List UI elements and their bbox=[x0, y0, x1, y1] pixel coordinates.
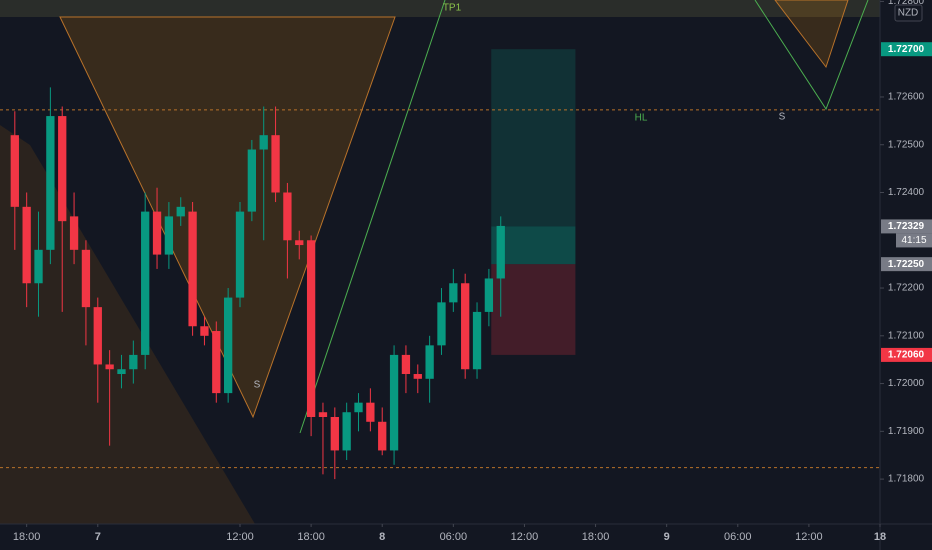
x-tick-label: 9 bbox=[664, 531, 670, 543]
price-label-box bbox=[881, 257, 932, 272]
candle-body bbox=[34, 249, 43, 284]
y-tick-label: 1.72000 bbox=[888, 378, 925, 389]
annotation: TP1 bbox=[443, 3, 462, 14]
candle-body bbox=[342, 412, 351, 451]
pattern-triangle bbox=[774, 0, 849, 69]
candle-body bbox=[141, 211, 150, 355]
candle-body bbox=[105, 364, 114, 370]
currency: NZD bbox=[898, 8, 919, 19]
y-tick-label: 1.72100 bbox=[888, 330, 925, 341]
countdown-box bbox=[896, 233, 932, 248]
x-tick-label: 8 bbox=[379, 531, 385, 543]
candle-body bbox=[10, 135, 19, 207]
x-tick-label: 12:00 bbox=[795, 531, 823, 543]
x-tick-label: 06:00 bbox=[440, 531, 468, 543]
stop-loss-zone bbox=[491, 264, 576, 355]
x-tick-label: 18:00 bbox=[297, 531, 325, 543]
candle-body bbox=[330, 417, 339, 451]
x-tick-label: 12:00 bbox=[511, 531, 539, 543]
countdown: 41:15 bbox=[901, 235, 926, 246]
candle-body bbox=[129, 354, 138, 370]
candle-body bbox=[93, 307, 102, 365]
y-tick-label: 1.72800 bbox=[888, 0, 925, 7]
price-label: 1.72060 bbox=[888, 350, 925, 361]
y-tick-label: 1.72600 bbox=[888, 92, 925, 103]
candle-body bbox=[81, 249, 91, 308]
shaded-zone bbox=[0, 125, 255, 524]
candle-body bbox=[318, 412, 328, 418]
candle-body bbox=[69, 216, 79, 250]
candle-body bbox=[200, 326, 209, 336]
candle-body bbox=[401, 354, 411, 375]
candle-body bbox=[117, 369, 126, 375]
price-label: 1.72250 bbox=[888, 259, 925, 270]
price-label: 1.72700 bbox=[888, 44, 925, 55]
annotation: S bbox=[779, 112, 786, 123]
x-tick-label: 12:00 bbox=[226, 531, 254, 543]
candle-body bbox=[295, 240, 304, 246]
x-tick-label: 18 bbox=[874, 531, 886, 543]
x-tick-label: 18:00 bbox=[582, 531, 610, 543]
candle-body bbox=[484, 278, 494, 312]
candle-body bbox=[449, 283, 458, 303]
x-tick-label: 18:00 bbox=[13, 531, 41, 543]
annotation: S bbox=[254, 380, 261, 391]
take-profit-zone bbox=[491, 49, 576, 227]
x-tick-label: 06:00 bbox=[724, 531, 752, 543]
candle-body bbox=[212, 331, 221, 394]
candle-body bbox=[354, 402, 363, 413]
candle-body bbox=[496, 225, 505, 279]
candle-body bbox=[389, 354, 399, 451]
candle-body bbox=[22, 206, 31, 284]
candle-body bbox=[425, 345, 434, 379]
price-label: 1.72329 bbox=[888, 221, 925, 232]
annotation: HL bbox=[635, 113, 648, 124]
candle-body bbox=[306, 240, 316, 418]
candle-body bbox=[271, 135, 280, 193]
trend-line bbox=[754, 0, 869, 111]
candle-body bbox=[413, 374, 422, 379]
candle-body bbox=[247, 149, 256, 212]
price-label-box bbox=[881, 347, 932, 362]
plot bbox=[0, 49, 880, 480]
candle-body bbox=[283, 192, 292, 241]
candle-body bbox=[378, 421, 387, 451]
y-tick-label: 1.71900 bbox=[888, 426, 925, 437]
price-label-box bbox=[881, 219, 932, 234]
candle-body bbox=[461, 283, 470, 370]
candle-body bbox=[176, 206, 185, 217]
y-tick-label: 1.71800 bbox=[888, 474, 925, 485]
currency-box bbox=[894, 4, 923, 22]
trend-line bbox=[299, 0, 446, 434]
candle-body bbox=[152, 211, 162, 255]
supply-zone bbox=[0, 0, 880, 17]
y-tick-label: 1.72500 bbox=[888, 139, 925, 150]
candle-body bbox=[366, 402, 375, 422]
candle-body bbox=[46, 116, 55, 250]
candle-body bbox=[259, 135, 268, 150]
x-tick-label: 7 bbox=[95, 531, 101, 543]
y-tick-label: 1.72200 bbox=[888, 283, 925, 294]
candle-body bbox=[235, 211, 245, 298]
y-tick-label: 1.72400 bbox=[888, 187, 925, 198]
candle-body bbox=[188, 211, 197, 327]
candle-body bbox=[437, 302, 446, 346]
candle-body bbox=[58, 116, 67, 222]
candle-body bbox=[224, 297, 233, 394]
profit-zone bbox=[491, 226, 576, 265]
candle-body bbox=[472, 311, 482, 370]
price-label-box bbox=[881, 42, 932, 57]
candle-body bbox=[164, 216, 174, 255]
